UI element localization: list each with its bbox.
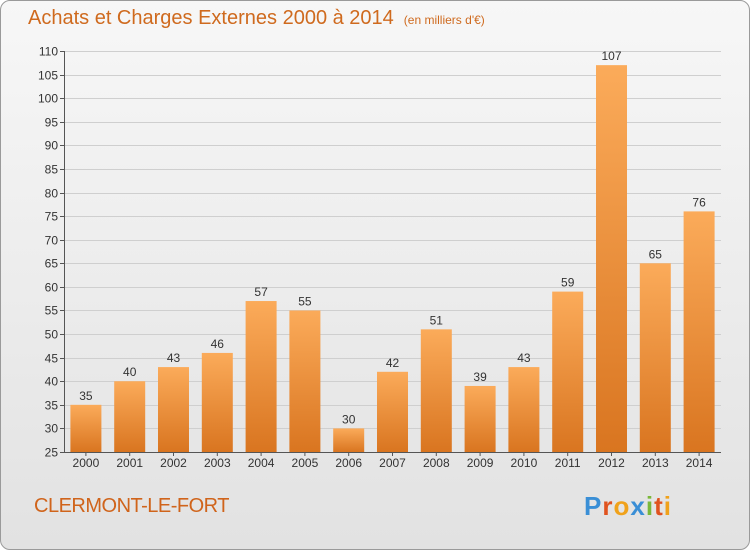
bar	[377, 371, 408, 452]
bar	[70, 404, 102, 452]
data-label: 59	[561, 276, 575, 290]
y-tick-label: 65	[45, 257, 59, 271]
bar	[464, 385, 496, 452]
y-tick-label: 35	[45, 399, 59, 413]
y-tick-label: 60	[45, 281, 59, 295]
x-tick-label: 2008	[423, 456, 450, 470]
y-tick-label: 75	[45, 210, 59, 224]
data-label: 39	[473, 370, 487, 384]
logo-letter: i	[645, 491, 655, 521]
y-tick-label: 90	[45, 139, 59, 153]
data-label: 35	[79, 389, 93, 403]
bar	[245, 301, 277, 452]
bar	[596, 65, 627, 452]
data-label: 57	[254, 285, 268, 299]
data-label: 76	[692, 195, 706, 209]
x-tick-label: 2001	[116, 456, 143, 470]
x-tick-label: 2006	[335, 456, 362, 470]
data-label: 51	[430, 313, 444, 327]
bar	[420, 329, 452, 452]
bar	[201, 352, 233, 452]
bar	[333, 428, 365, 452]
y-tick-label: 30	[45, 422, 59, 436]
x-tick-label: 2009	[467, 456, 494, 470]
x-tick-label: 2002	[160, 456, 187, 470]
y-tick-label: 95	[45, 116, 59, 130]
y-tick-label: 80	[45, 187, 59, 201]
data-label: 65	[649, 247, 663, 261]
data-label: 55	[298, 294, 312, 308]
x-tick-label: 2003	[204, 456, 231, 470]
bar	[508, 367, 540, 452]
y-tick-label: 105	[38, 69, 58, 83]
bar	[158, 367, 189, 452]
bar	[552, 291, 584, 452]
x-tick-label: 2013	[642, 456, 669, 470]
y-tick-label: 25	[45, 446, 59, 460]
x-tick-label: 2004	[248, 456, 275, 470]
x-tick-label: 2005	[292, 456, 319, 470]
data-label: 42	[386, 356, 400, 370]
bar	[639, 263, 671, 452]
data-label: 30	[342, 412, 356, 426]
y-tick-label: 70	[45, 234, 59, 248]
bar	[289, 310, 321, 452]
logo-letter: o	[613, 491, 631, 521]
x-tick-label: 2010	[511, 456, 538, 470]
logo-letter: i	[663, 491, 672, 521]
chart-title: Achats et Charges Externes 2000 à 2014	[28, 7, 394, 29]
logo-letter: t	[654, 491, 664, 521]
y-tick-label: 45	[45, 352, 59, 366]
data-label: 107	[601, 49, 621, 63]
y-tick-label: 100	[38, 92, 58, 106]
data-label: 40	[123, 365, 137, 379]
chart-unit: (en milliers d'€)	[403, 13, 485, 27]
proxiti-logo: Proxiti	[584, 491, 672, 522]
x-tick-label: 2014	[686, 456, 713, 470]
y-tick-label: 50	[45, 328, 59, 342]
bar	[683, 211, 715, 452]
x-tick-label: 2000	[73, 456, 100, 470]
data-label: 43	[517, 351, 531, 365]
y-tick-label: 85	[45, 163, 59, 177]
data-label: 46	[211, 337, 225, 351]
logo-letter: P	[584, 491, 603, 521]
y-tick-label: 110	[39, 45, 58, 59]
y-tick-label: 55	[45, 304, 59, 318]
x-tick-label: 2012	[598, 456, 625, 470]
y-tick-label: 40	[45, 375, 59, 389]
x-tick-label: 2011	[555, 456, 581, 470]
data-label: 43	[167, 351, 181, 365]
logo-letter: x	[630, 491, 646, 521]
logo-letter: r	[602, 491, 614, 521]
commune-name: CLERMONT-LE-FORT	[34, 495, 229, 517]
x-tick-label: 2007	[379, 456, 406, 470]
bar	[114, 381, 146, 452]
title-row: Achats et Charges Externes 2000 à 2014 (e…	[28, 7, 485, 30]
